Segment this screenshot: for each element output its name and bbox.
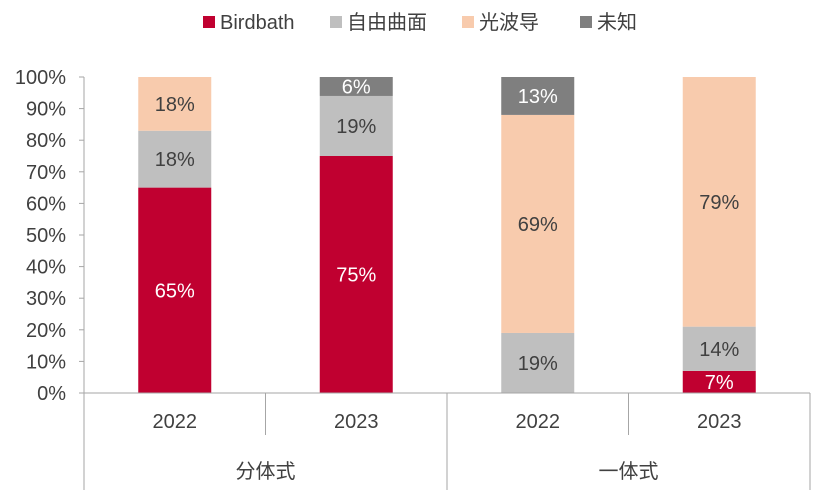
data-label: 75% [336, 265, 376, 287]
legend-swatch-1 [330, 16, 342, 28]
x-tick-label: 2023 [334, 411, 379, 433]
bar-segment-自由曲面 [319, 95, 393, 156]
bars: 65% 18% 18% 75% 19% 6% 19% 69% 13% 7% 14% 79% [138, 76, 756, 394]
legend-label-3: 未知 [597, 11, 637, 34]
y-tick-label: 90% [26, 99, 66, 121]
bar-segment-Birdbath [138, 187, 212, 393]
bar-segment-自由曲面 [501, 332, 575, 393]
data-label: 14% [699, 339, 739, 361]
bar-segment-未知 [501, 77, 575, 115]
bar-segment-自由曲面 [138, 130, 212, 188]
bar-segment-光波导 [682, 77, 756, 327]
bar-segment-光波导 [501, 114, 575, 333]
bar-segment-Birdbath [319, 156, 393, 393]
x-group-label: 分体式 [236, 460, 296, 483]
y-axis: 0% 10% 20% 30% 40% 50% 60% 70% 80% 90% 100% [15, 67, 85, 405]
bar-segment-未知 [319, 77, 393, 96]
y-tick-label: 10% [26, 351, 66, 373]
legend-label-2: 光波导 [479, 11, 539, 34]
y-tick-label: 50% [26, 225, 66, 247]
data-label: 18% [155, 149, 195, 171]
y-tick-label: 30% [26, 288, 66, 310]
legend-swatch-2 [462, 16, 474, 28]
legend-swatch-3 [580, 16, 592, 28]
x-axis: 2022 2023 2022 2023 分体式 一体式 [83, 392, 811, 490]
data-label: 6% [342, 76, 371, 98]
data-label: 79% [699, 192, 739, 214]
data-label: 19% [518, 353, 558, 375]
bar-segment-Birdbath [682, 370, 756, 393]
legend: Birdbath 自由曲面 光波导 未知 [203, 11, 637, 34]
y-tick-label: 70% [26, 162, 66, 184]
data-label: 69% [518, 214, 558, 236]
y-tick-label: 0% [37, 383, 66, 405]
data-label: 13% [518, 86, 558, 108]
legend-label-0: Birdbath [220, 12, 295, 34]
y-tick-label: 80% [26, 130, 66, 152]
data-label: 18% [155, 94, 195, 116]
bar-segment-自由曲面 [682, 326, 756, 371]
x-tick-label: 2022 [516, 411, 561, 433]
y-tick-label: 20% [26, 320, 66, 342]
x-tick-label: 2022 [153, 411, 198, 433]
x-group-label: 一体式 [599, 460, 659, 483]
bar-segment-光波导 [138, 77, 212, 131]
y-tick-label: 60% [26, 193, 66, 215]
y-tick-label: 100% [15, 67, 66, 89]
y-tick-label: 40% [26, 257, 66, 279]
x-tick-label: 2023 [697, 411, 742, 433]
legend-swatch-0 [203, 16, 215, 28]
data-label: 19% [336, 116, 376, 138]
data-label: 65% [155, 280, 195, 302]
data-label: 7% [705, 372, 734, 394]
legend-label-1: 自由曲面 [347, 11, 427, 34]
